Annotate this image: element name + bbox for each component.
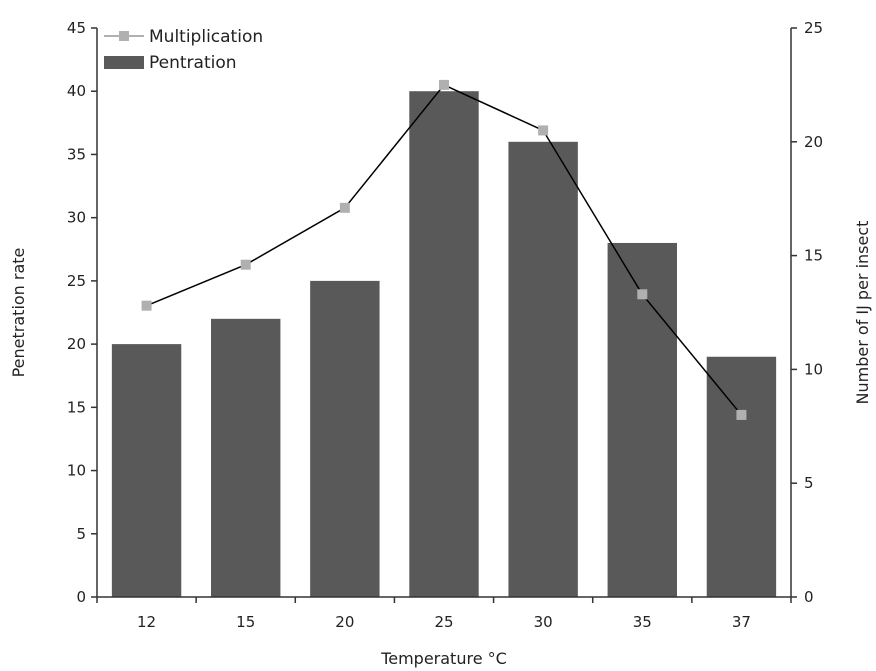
legend-marker-swatch — [119, 31, 129, 41]
legend-bar-swatch — [104, 56, 144, 69]
axes-layer — [96, 28, 792, 598]
y-tick-label: 0 — [76, 588, 86, 606]
x-tick-label: 35 — [633, 613, 652, 631]
y2-tick-label: 15 — [804, 247, 823, 265]
multiplication-point-25 — [439, 79, 449, 90]
x-tick-label: 37 — [732, 613, 751, 631]
multiplication-point-37 — [736, 409, 747, 420]
legend: Multiplication Pentration — [104, 27, 263, 73]
y2-tick-label: 0 — [804, 588, 814, 606]
x-axis-title: Temperature °C — [380, 649, 507, 668]
y-tick-label: 5 — [76, 525, 86, 543]
bar-20 — [310, 280, 380, 597]
x-tick-label: 30 — [534, 613, 553, 631]
bar-12 — [111, 344, 182, 597]
y2-tick-label: 10 — [804, 360, 823, 378]
bar-15 — [211, 318, 281, 597]
bar-25 — [409, 91, 479, 597]
y2-tick-label: 20 — [804, 133, 823, 151]
y-tick-label: 30 — [67, 209, 86, 227]
legend-item-multiplication: Multiplication — [104, 27, 263, 47]
bars-layer — [111, 91, 777, 598]
y2-axis-title: Number of IJ per insect — [853, 221, 872, 405]
multiplication-point-30 — [538, 125, 549, 136]
y-tick-label: 20 — [67, 335, 86, 353]
multiplication-point-12 — [141, 300, 152, 311]
y-tick-label: 35 — [67, 145, 86, 163]
legend-item-pentration: Pentration — [104, 53, 237, 73]
y-tick-label: 45 — [67, 19, 86, 37]
y2-tick-label: 25 — [804, 19, 823, 37]
x-tick-label: 15 — [236, 613, 255, 631]
line-layer — [141, 79, 747, 420]
y2-tick-label: 5 — [804, 474, 814, 492]
bar-37 — [706, 356, 777, 597]
y-tick-label: 15 — [67, 398, 86, 416]
legend-label-pentration: Pentration — [149, 53, 237, 73]
x-tick-label: 12 — [137, 613, 156, 631]
bar-35 — [607, 242, 677, 597]
multiplication-point-15 — [240, 259, 251, 270]
bar-30 — [508, 141, 578, 598]
y-axis-title: Penetration rate — [9, 248, 28, 378]
multiplication-point-20 — [339, 202, 350, 213]
x-tick-label: 25 — [434, 613, 453, 631]
y-tick-label: 10 — [67, 462, 86, 480]
y-tick-label: 40 — [67, 82, 86, 100]
legend-label-multiplication: Multiplication — [149, 27, 263, 47]
multiplication-point-35 — [637, 289, 648, 300]
ticks-layer: 0 5 10 15 20 25 30 35 40 45 0 5 10 15 20 25 12 15 20 25 30 35… — [67, 19, 823, 631]
y-tick-label: 25 — [67, 272, 86, 290]
x-tick-label: 20 — [335, 613, 354, 631]
